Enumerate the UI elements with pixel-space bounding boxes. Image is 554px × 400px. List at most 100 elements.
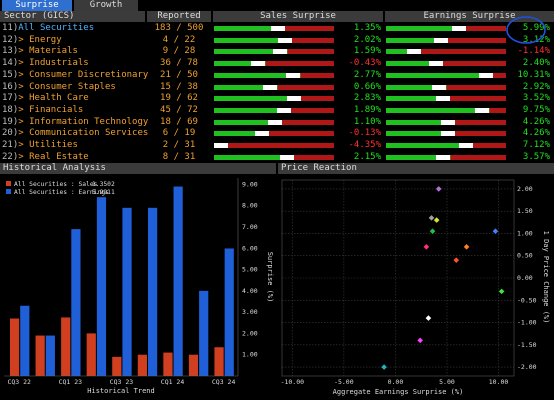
earnings-surprise-bar	[386, 131, 506, 137]
row-number: 19)	[2, 116, 19, 127]
sales-surprise-value: 1.59%	[353, 46, 381, 57]
earnings-surprise-bar	[386, 96, 506, 102]
sector-name: > Communication Services	[18, 128, 149, 139]
header-earnings-surprise[interactable]: Earnings Surprise	[385, 11, 554, 22]
sector-name: > Energy	[18, 34, 62, 45]
earnings-surprise-value: 2.40%	[522, 58, 550, 69]
sales-surprise-value: 2.83%	[353, 93, 381, 104]
sector-name: > Materials	[18, 46, 78, 57]
x-tick-label: CQ1 24	[161, 378, 185, 386]
x-tick-label: 0.00	[388, 378, 404, 386]
legend-value: 1.3502	[92, 181, 115, 188]
y-tick-label: 5.00	[242, 266, 258, 274]
reported-count: 183 / 500	[154, 23, 204, 33]
y-tick-label: 2.00	[517, 185, 533, 193]
sector-row-label[interactable]: 17)> Health Care	[2, 93, 89, 104]
sector-row-label[interactable]: 18)> Financials	[2, 105, 83, 116]
reported-count: 2 / 31	[162, 140, 196, 150]
header-reported[interactable]: Reported	[147, 11, 211, 22]
sector-name: > Consumer Staples	[18, 81, 116, 92]
sector-row-label[interactable]: 11)All Securities	[2, 23, 94, 34]
sector-row-label[interactable]: 19)> Information Technology	[2, 117, 148, 128]
sales-bar	[214, 347, 224, 376]
x-tick-label: CQ3 23	[110, 378, 134, 386]
sector-row-label[interactable]: 14)> Industrials	[2, 58, 89, 69]
tab-bar: Surprise Growth	[0, 0, 554, 11]
earnings-surprise-value: 5.99%	[522, 23, 550, 33]
reported-count: 15 / 38	[160, 81, 198, 92]
earnings-surprise-value: 7.12%	[522, 140, 550, 150]
sales-surprise-bar	[214, 96, 334, 102]
sales-surprise-value: -4.35%	[348, 140, 381, 150]
sales-surprise-bar	[214, 119, 334, 125]
reported-count: 4 / 22	[162, 34, 196, 45]
reported-count: 36 / 78	[160, 58, 198, 69]
sector-row-label[interactable]: 21)> Utilities	[2, 140, 78, 151]
sector-row-label[interactable]: 20)> Communication Services	[2, 128, 148, 139]
y-tick-label: 3.00	[242, 308, 258, 316]
historical-panel-title: Historical Analysis	[0, 163, 276, 174]
row-number: 17)	[2, 93, 19, 104]
y-tick-label: 6.00	[242, 244, 258, 252]
x-tick-label: -5.00	[334, 378, 354, 386]
scatter-point	[428, 215, 435, 221]
reported-count: 21 / 50	[160, 69, 198, 80]
scatter-point	[453, 257, 460, 263]
sales-bar	[61, 317, 71, 376]
sector-row-label[interactable]: 13)> Materials	[2, 46, 78, 57]
earnings-surprise-bar	[386, 154, 506, 160]
row-number: 16)	[2, 81, 19, 92]
reported-count: 6 / 19	[162, 128, 196, 139]
earnings-bar	[45, 335, 55, 376]
x-axis-title: Historical Trend	[87, 387, 154, 395]
sales-bar	[86, 333, 96, 376]
tab-growth[interactable]: Growth	[74, 0, 138, 11]
sector-row-label[interactable]: 15)> Consumer Discretionary	[2, 70, 148, 81]
sector-name: > Financials	[18, 104, 84, 115]
earnings-bar	[173, 186, 183, 376]
earnings-surprise-bar	[386, 26, 506, 31]
x-tick-label: CQ3 24	[212, 378, 236, 386]
y-tick-label: 8.00	[242, 202, 258, 210]
sales-surprise-bar	[214, 72, 334, 78]
price-reaction-chart: 2.00 1.50 1.00 0.50 0.00 -0.50 -1.00 -1.50 -2.00…	[281, 179, 550, 396]
tab-surprise[interactable]: Surprise	[2, 0, 72, 11]
y-tick-label: 1.00	[517, 229, 533, 237]
y-axis-title: 1 Day Price Change (%)	[542, 231, 550, 324]
sales-surprise-value: 2.02%	[353, 34, 381, 45]
sector-name: > Consumer Discretionary	[18, 69, 149, 80]
sector-name: > Industrials	[18, 58, 89, 69]
reported-count: 18 / 69	[160, 116, 198, 127]
y-tick-label: 1.00	[242, 351, 258, 359]
sector-row-label[interactable]: 16)> Consumer Staples	[2, 82, 116, 93]
scatter-point	[429, 228, 436, 235]
earnings-surprise-bar	[386, 37, 506, 43]
sales-bar	[188, 354, 199, 376]
header-sector[interactable]: Sector (GICS)	[0, 11, 145, 22]
sector-row-label[interactable]: 12)> Energy	[2, 35, 62, 46]
sales-surprise-value: 2.77%	[353, 69, 381, 80]
plot-frame	[281, 179, 515, 377]
price-panel-title: Price Reaction	[278, 163, 554, 174]
legend-label: All Securities : Earnings	[14, 189, 109, 196]
earnings-surprise-value: 9.75%	[522, 104, 550, 115]
legend-value: 5.9911	[92, 189, 115, 196]
y-axis-title: Surprise (%)	[266, 252, 274, 303]
sector-row-label[interactable]: 22)> Real Estate	[2, 152, 89, 163]
sales-surprise-bar	[214, 154, 334, 160]
header-sales-surprise[interactable]: Sales Surprise	[213, 11, 383, 22]
sales-surprise-bar	[214, 107, 334, 113]
earnings-surprise-value: 2.92%	[522, 81, 550, 92]
y-tick-label: 4.00	[242, 287, 258, 295]
x-tick-label: 10.00	[489, 378, 509, 386]
earnings-bar	[71, 229, 81, 376]
sector-name: All Securities	[18, 23, 95, 33]
row-number: 11)	[2, 23, 19, 33]
row-number: 12)	[2, 34, 19, 45]
scatter-point	[417, 337, 423, 344]
sales-surprise-value: 1.89%	[353, 104, 381, 115]
sales-surprise-value: 2.15%	[353, 151, 381, 162]
earnings-surprise-bar	[386, 107, 506, 113]
earnings-surprise-bar	[386, 84, 506, 90]
sales-surprise-bar	[214, 26, 334, 31]
